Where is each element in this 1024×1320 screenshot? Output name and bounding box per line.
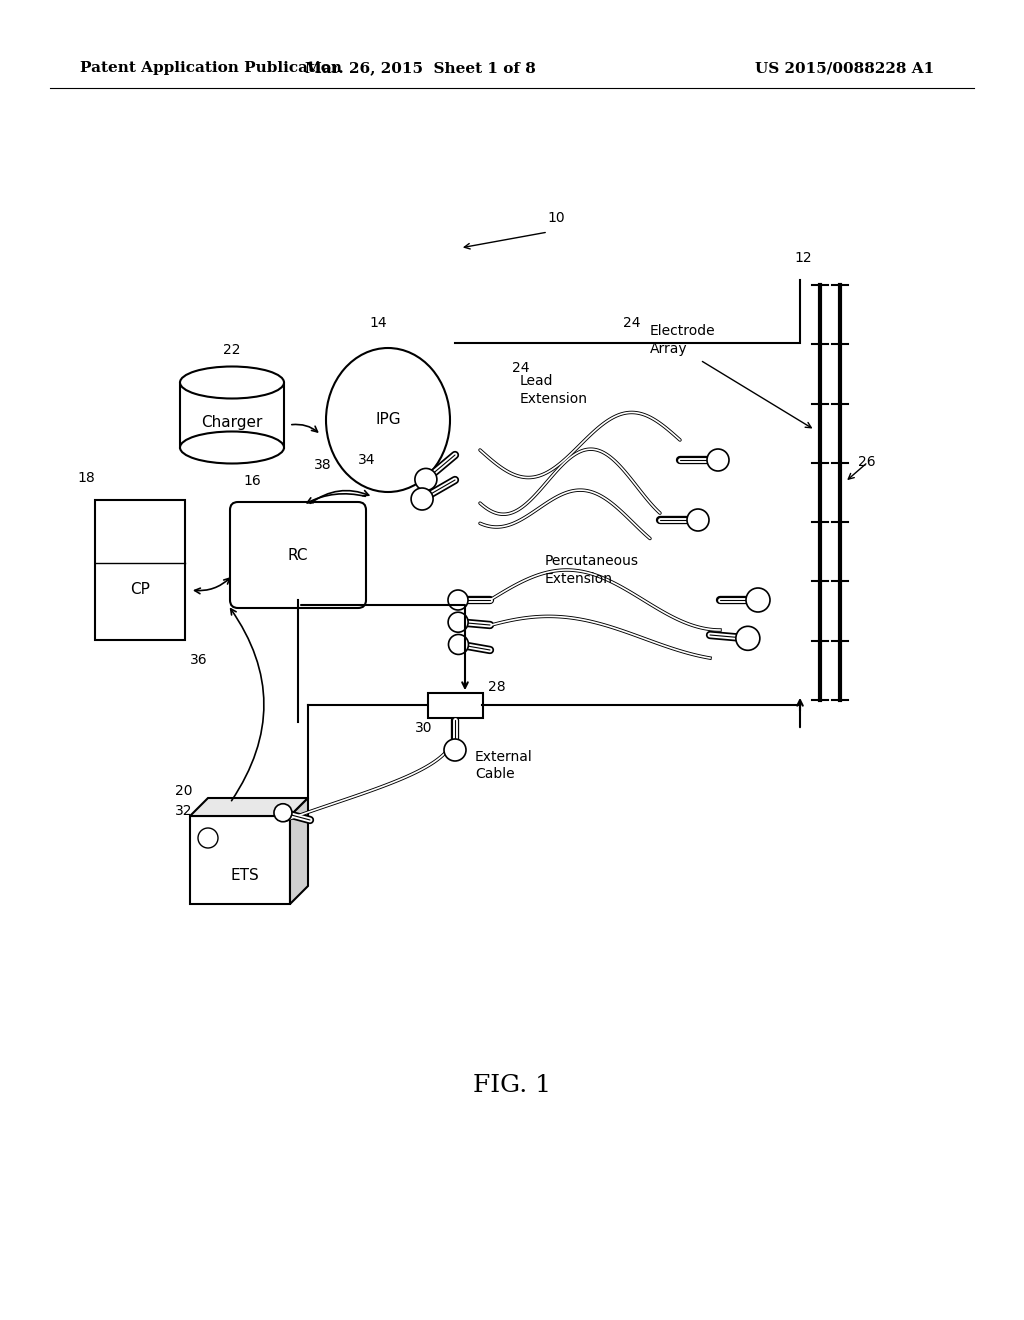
Ellipse shape [180, 432, 284, 463]
Text: 20: 20 [175, 784, 193, 799]
Text: 24: 24 [623, 315, 640, 330]
Text: 32: 32 [175, 804, 193, 818]
Text: 24: 24 [512, 360, 529, 375]
Circle shape [274, 804, 292, 822]
Text: FIG. 1: FIG. 1 [473, 1073, 551, 1097]
Text: 30: 30 [415, 721, 432, 735]
FancyBboxPatch shape [230, 502, 366, 609]
Text: 16: 16 [243, 474, 261, 488]
Text: ETS: ETS [230, 867, 259, 883]
Bar [190, 816, 290, 904]
Text: 14: 14 [370, 315, 387, 330]
Text: 26: 26 [858, 455, 876, 469]
Circle shape [415, 469, 437, 491]
Text: Patent Application Publication: Patent Application Publication [80, 61, 342, 75]
Circle shape [687, 510, 709, 531]
Text: Lead
Extension: Lead Extension [520, 375, 588, 405]
Text: 18: 18 [77, 471, 95, 484]
Text: 10: 10 [547, 211, 565, 224]
Text: IPG: IPG [375, 412, 400, 428]
Circle shape [449, 590, 468, 610]
Ellipse shape [180, 367, 284, 399]
Text: External
Cable: External Cable [475, 750, 532, 781]
Text: 34: 34 [358, 453, 376, 467]
Bar [428, 693, 483, 718]
Circle shape [411, 488, 433, 510]
Text: 12: 12 [795, 251, 812, 265]
Text: Electrode
Array: Electrode Array [650, 325, 716, 355]
Text: US 2015/0088228 A1: US 2015/0088228 A1 [755, 61, 934, 75]
Polygon shape [190, 799, 308, 816]
Circle shape [707, 449, 729, 471]
Polygon shape [290, 799, 308, 904]
Text: 38: 38 [314, 458, 332, 473]
Bar [95, 500, 185, 640]
Text: Mar. 26, 2015  Sheet 1 of 8: Mar. 26, 2015 Sheet 1 of 8 [304, 61, 536, 75]
Text: 36: 36 [190, 653, 208, 667]
Circle shape [736, 626, 760, 651]
Circle shape [198, 828, 218, 847]
Text: Percutaneous
Extension: Percutaneous Extension [545, 554, 639, 586]
Circle shape [449, 635, 469, 655]
Text: 22: 22 [223, 342, 241, 356]
Text: 28: 28 [488, 680, 506, 694]
Text: CP: CP [130, 582, 150, 598]
Circle shape [746, 587, 770, 612]
Text: Charger: Charger [202, 416, 263, 430]
Circle shape [449, 612, 468, 632]
Circle shape [444, 739, 466, 762]
Text: RC: RC [288, 548, 308, 562]
Ellipse shape [326, 348, 450, 492]
Bar [180, 383, 284, 447]
